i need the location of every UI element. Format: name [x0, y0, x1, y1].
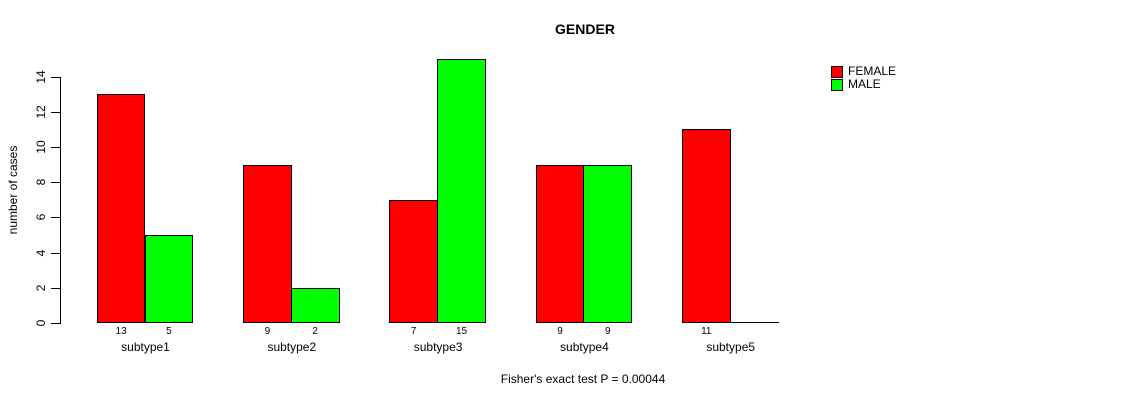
legend-label-male: MALE	[848, 77, 881, 91]
category-label-subtype2: subtype2	[267, 340, 317, 354]
y-tick-mark	[51, 323, 60, 324]
y-tick-label: 12	[34, 105, 48, 119]
value-label-female-subtype5: 11	[701, 326, 712, 337]
y-tick-mark	[51, 76, 60, 78]
bar-female-subtype3	[389, 199, 439, 323]
y-tick-label: 0	[34, 319, 48, 327]
y-tick-label: 10	[34, 140, 48, 154]
value-label-female-subtype3: 7	[410, 326, 417, 337]
value-label-female-subtype1: 13	[115, 326, 127, 337]
legend-label-female: FEMALE	[848, 64, 897, 78]
category-label-subtype3: subtype3	[413, 340, 463, 354]
legend: FEMALE MALE	[831, 65, 896, 91]
bar-male-subtype1	[144, 235, 194, 323]
y-tick-mark	[51, 252, 60, 254]
y-tick-mark	[51, 147, 60, 148]
bar-female-subtype1	[96, 94, 146, 323]
value-label-female-subtype4: 9	[557, 326, 563, 337]
category-label-subtype5: subtype5	[706, 340, 756, 354]
bar-male-subtype5	[729, 322, 780, 323]
bar-female-subtype5	[681, 129, 731, 323]
y-axis-line	[60, 76, 61, 324]
female-color-swatch	[831, 65, 843, 78]
chart-title: GENDER	[555, 21, 615, 37]
caption-fishers-test: Fisher's exact test P = 0.00044	[500, 372, 666, 386]
bar-male-subtype4	[583, 164, 633, 323]
y-axis-label: number of cases	[6, 145, 20, 235]
y-tick-mark	[51, 182, 60, 184]
bar-male-subtype3	[437, 59, 486, 323]
y-tick-label: 8	[34, 178, 48, 186]
y-tick-label: 6	[34, 214, 48, 221]
male-color-swatch	[831, 78, 843, 91]
value-label-female-subtype2: 9	[264, 326, 271, 337]
bar-female-subtype4	[535, 164, 585, 323]
legend-item-male: MALE	[831, 78, 896, 91]
y-tick-mark	[51, 217, 60, 219]
category-label-subtype4: subtype4	[560, 340, 609, 354]
y-tick-mark	[51, 287, 60, 289]
y-tick-mark	[51, 111, 60, 113]
value-label-male-subtype4: 9	[605, 326, 611, 337]
value-label-male-subtype2: 2	[312, 326, 318, 337]
y-tick-label: 14	[34, 69, 48, 84]
category-label-subtype1: subtype1	[121, 340, 170, 354]
value-label-male-subtype1: 5	[166, 326, 172, 337]
y-tick-label: 2	[34, 284, 48, 292]
bar-male-subtype2	[290, 287, 340, 323]
bar-female-subtype2	[243, 164, 292, 323]
value-label-male-subtype3: 15	[455, 326, 468, 337]
y-tick-label: 4	[34, 249, 48, 256]
legend-item-female: FEMALE	[831, 65, 896, 78]
